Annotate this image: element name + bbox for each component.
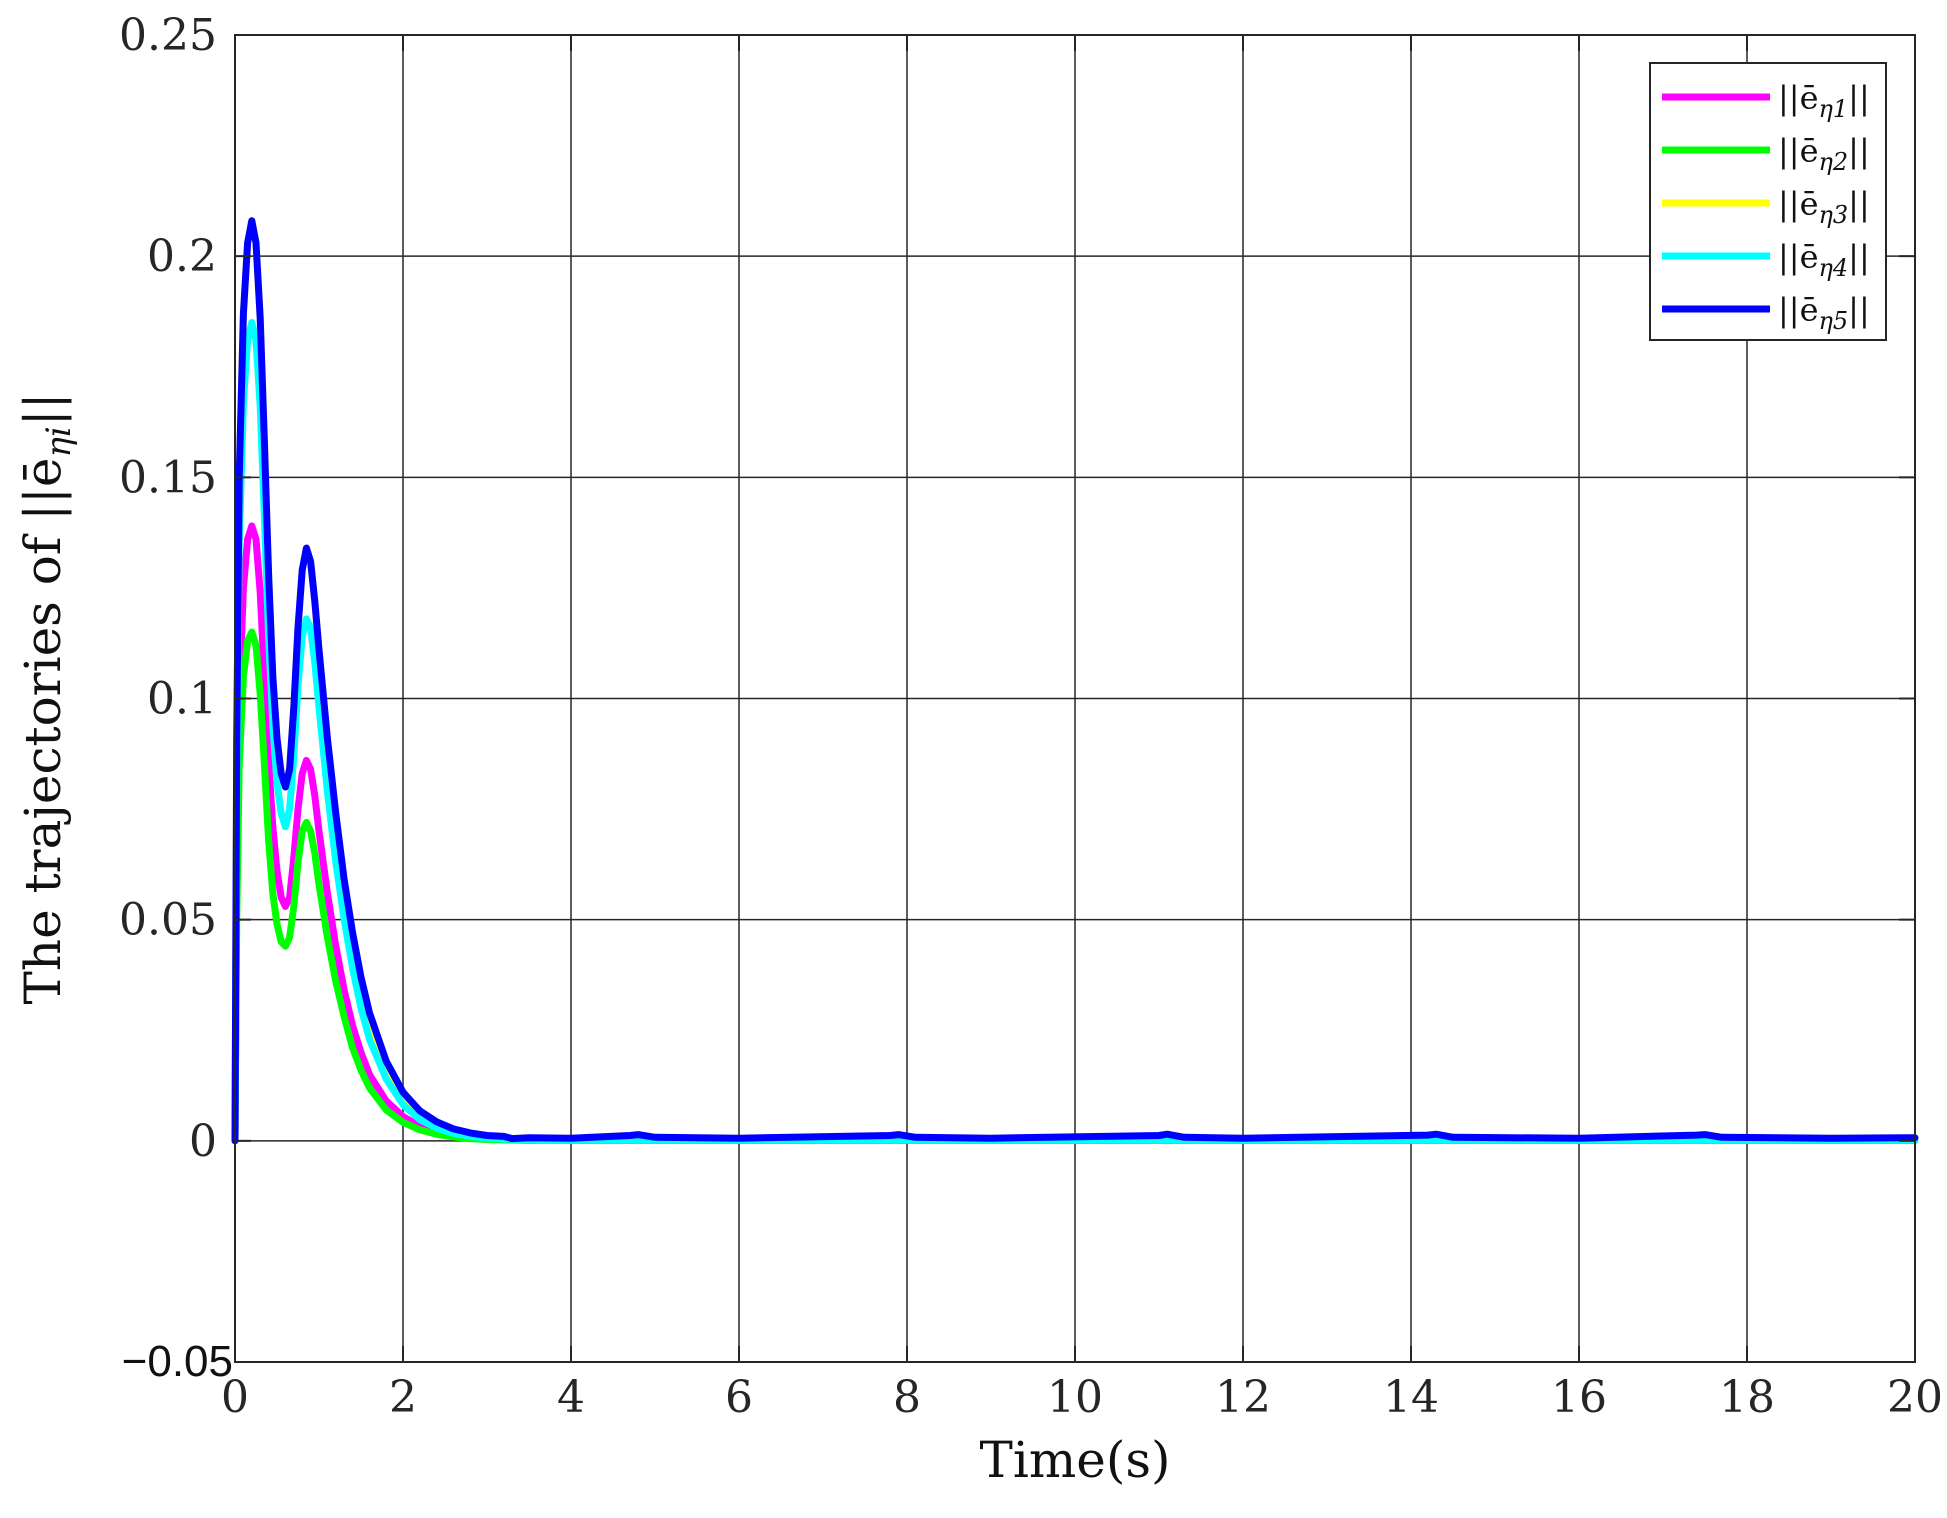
legend-label-main: ||ē [1778,132,1819,170]
x-tick-label: 0 [221,1372,249,1423]
x-tick-label: 10 [1047,1372,1103,1423]
legend-label-sub: η3 [1819,201,1849,229]
y-tick-label: 0.25 [119,10,217,61]
legend-label-tail: || [1848,185,1870,223]
y-axis-label-main: The trajectories of ||ē [14,458,72,1005]
x-tick-label: 14 [1383,1372,1439,1423]
series-line-η4 [231,319,1919,1145]
x-tick-label: 8 [893,1372,921,1423]
legend-label: ||ēη1|| [1778,79,1870,123]
legend-label-main: ||ē [1778,291,1819,329]
x-tick-label: 2 [389,1372,417,1423]
x-axis-label: Time(s) [979,1431,1170,1489]
x-tick-label: 18 [1719,1372,1775,1423]
legend-label-sub: η2 [1819,148,1849,176]
y-axis-label-tail: || [14,393,72,427]
y-axis-label-sub: ηi [39,426,79,457]
legend-label-sub: η4 [1819,254,1849,282]
y-tick-label: 0 [189,1116,217,1167]
legend-label: ||ēη4|| [1778,238,1870,282]
legend: ||ēη1||||ēη2||||ēη3||||ēη4||||ēη5|| [1649,62,1887,341]
legend-label-sub: η5 [1819,307,1849,335]
x-tick-label: 12 [1215,1372,1271,1423]
series-line-η5 [231,217,1919,1145]
y-tick-label: 0.2 [147,231,217,282]
series-layer [231,217,1919,1145]
y-tick-label: 0.05 [119,895,217,946]
legend-label-main: ||ē [1778,79,1819,117]
legend-label-sub: η1 [1819,95,1849,123]
series-line-η2 [231,628,1919,1145]
y-tick-label: 0.15 [119,452,217,503]
y-axis-label: The trajectories of ||ēηi|| [14,393,79,1005]
legend-label: ||ēη5|| [1778,291,1870,335]
x-tick-label: 16 [1551,1372,1607,1423]
legend-label-tail: || [1848,238,1870,276]
ticks: 0 2 4 6 8 10 12 14 16 18 20−0.0500.050.10.150.20.2… [119,10,1943,1423]
legend-label: ||ēη3|| [1778,185,1870,229]
x-tick-label: 6 [725,1372,753,1423]
x-tick-label: 4 [557,1372,585,1423]
legend-label: ||ēη2|| [1778,132,1870,176]
x-tick-label: 20 [1887,1372,1943,1423]
legend-label-main: ||ē [1778,185,1819,223]
legend-label-tail: || [1848,132,1870,170]
legend-label-main: ||ē [1778,238,1819,276]
y-tick-label: 0.1 [147,674,217,725]
legend-label-tail: || [1848,291,1870,329]
y-tick-label: −0.05 [122,1337,233,1386]
legend-label-tail: || [1848,79,1870,117]
